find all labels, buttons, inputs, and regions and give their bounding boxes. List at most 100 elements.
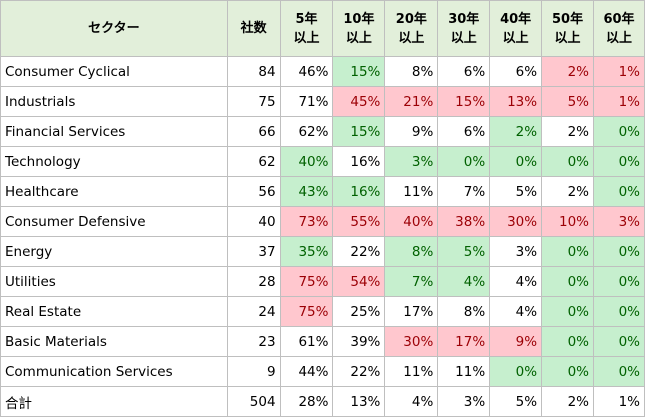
ratio-cell-40y: 0% [489, 146, 543, 177]
company-count-cell: 66 [226, 116, 281, 147]
header-row: セクター 社数 5年 以上 10年 以上 20年 以上 30年 以上 40年 以上 50年… [0, 0, 645, 57]
ratio-cell-5y: 75% [279, 266, 334, 297]
header-40y-line1: 40年 [500, 11, 532, 27]
header-20y-line1: 20年 [395, 11, 427, 27]
ratio-cell-30y: 11% [437, 356, 491, 387]
table-row: Energy 37 35% 22% 8% 5% 3% 0% 0% [0, 236, 645, 267]
ratio-cell-50y: 0% [541, 296, 594, 327]
ratio-cell-40y: 0% [489, 356, 543, 387]
ratio-cell-30y: 6% [437, 116, 491, 147]
ratio-cell-30y: 7% [437, 176, 491, 207]
ratio-cell-40y: 30% [489, 206, 543, 237]
ratio-cell-5y: 61% [279, 326, 334, 357]
sector-name-cell: Real Estate [0, 296, 228, 327]
header-60y-line2: 以上 [605, 30, 632, 46]
ratio-cell-50y: 2% [541, 386, 594, 417]
table-row: Healthcare 56 43% 16% 11% 7% 5% 2% 0% [0, 176, 645, 207]
company-count-cell: 24 [226, 296, 281, 327]
company-count-cell: 504 [226, 386, 281, 417]
header-10y-line1: 10年 [343, 11, 375, 27]
company-count-cell: 28 [226, 266, 281, 297]
ratio-cell-20y: 17% [384, 296, 439, 327]
ratio-cell-10y: 15% [332, 56, 386, 87]
header-60y: 60年以上 [593, 0, 645, 57]
ratio-cell-10y: 16% [332, 146, 386, 177]
header-5y: 5年 以上 [279, 0, 334, 57]
ratio-cell-60y: 1% [593, 386, 645, 417]
ratio-cell-50y: 10% [541, 206, 594, 237]
company-count-cell: 56 [226, 176, 281, 207]
ratio-cell-40y: 4% [489, 296, 543, 327]
header-30y-line2: 以上 [450, 30, 477, 46]
table-row: Technology 62 40% 16% 3% 0% 0% 0% 0% [0, 146, 645, 177]
company-count-cell: 40 [226, 206, 281, 237]
ratio-cell-50y: 0% [541, 236, 594, 267]
ratio-cell-60y: 3% [593, 206, 645, 237]
ratio-cell-50y: 2% [541, 56, 594, 87]
sector-name-cell: Consumer Cyclical [0, 56, 228, 87]
ratio-cell-20y: 7% [384, 266, 439, 297]
ratio-cell-5y: 43% [279, 176, 334, 207]
ratio-cell-5y: 35% [279, 236, 334, 267]
ratio-cell-60y: 0% [593, 116, 645, 147]
table-row: Industrials 75 71% 45% 21% 15% 13% 5% 1% [0, 86, 645, 117]
ratio-cell-10y: 45% [332, 86, 386, 117]
ratio-cell-60y: 0% [593, 326, 645, 357]
ratio-cell-30y: 5% [437, 236, 491, 267]
sector-name-cell: Basic Materials [0, 326, 228, 357]
header-sector: セクター [0, 0, 228, 57]
ratio-cell-40y: 6% [489, 56, 543, 87]
ratio-cell-10y: 39% [332, 326, 386, 357]
ratio-cell-30y: 17% [437, 326, 491, 357]
ratio-cell-10y: 13% [332, 386, 386, 417]
ratio-cell-30y: 6% [437, 56, 491, 87]
sector-name-cell: Utilities [0, 266, 228, 297]
ratio-cell-50y: 0% [541, 146, 594, 177]
header-40y: 40年以上 [489, 0, 543, 57]
ratio-cell-10y: 25% [332, 296, 386, 327]
ratio-cell-60y: 1% [593, 86, 645, 117]
ratio-cell-40y: 3% [489, 236, 543, 267]
ratio-cell-5y: 44% [279, 356, 334, 387]
header-5y-line2: 以上 [293, 30, 320, 46]
table-row: Utilities 28 75% 54% 7% 4% 4% 0% 0% [0, 266, 645, 297]
ratio-cell-10y: 22% [332, 356, 386, 387]
company-count-cell: 75 [226, 86, 281, 117]
ratio-cell-60y: 1% [593, 56, 645, 87]
ratio-cell-5y: 40% [279, 146, 334, 177]
ratio-cell-60y: 0% [593, 146, 645, 177]
ratio-cell-30y: 38% [437, 206, 491, 237]
ratio-cell-20y: 8% [384, 236, 439, 267]
ratio-cell-60y: 0% [593, 356, 645, 387]
sector-name-cell: Healthcare [0, 176, 228, 207]
total-row: 合計 504 28% 13% 4% 3% 5% 2% 1% [0, 386, 645, 417]
ratio-cell-5y: 71% [279, 86, 334, 117]
ratio-cell-20y: 9% [384, 116, 439, 147]
header-40y-line2: 以上 [502, 30, 529, 46]
ratio-cell-50y: 2% [541, 116, 594, 147]
ratio-cell-30y: 3% [437, 386, 491, 417]
sector-name-cell: Communication Services [0, 356, 228, 387]
ratio-cell-60y: 0% [593, 176, 645, 207]
sector-name-cell: Energy [0, 236, 228, 267]
table-row: Basic Materials 23 61% 39% 30% 17% 9% 0% 0% [0, 326, 645, 357]
ratio-cell-40y: 13% [489, 86, 543, 117]
ratio-cell-20y: 3% [384, 146, 439, 177]
table-row: Consumer Cyclical 84 46% 15% 8% 6% 6% 2% 1% [0, 56, 645, 87]
ratio-cell-20y: 11% [384, 356, 439, 387]
sector-name-cell: Industrials [0, 86, 228, 117]
ratio-cell-40y: 5% [489, 176, 543, 207]
table-row: Financial Services 66 62% 15% 9% 6% 2% 2% 0% [0, 116, 645, 147]
ratio-cell-50y: 0% [541, 266, 594, 297]
ratio-cell-20y: 8% [384, 56, 439, 87]
table-row: Real Estate 24 75% 25% 17% 8% 4% 0% 0% [0, 296, 645, 327]
ratio-cell-60y: 0% [593, 266, 645, 297]
ratio-cell-30y: 4% [437, 266, 491, 297]
ratio-cell-10y: 22% [332, 236, 386, 267]
header-10y: 10年 以上 [332, 0, 386, 57]
header-20y-line2: 以上 [398, 30, 425, 46]
header-50y-line2: 以上 [554, 30, 581, 46]
table-body: Consumer Cyclical 84 46% 15% 8% 6% 6% 2% 1% Indus… [0, 56, 645, 417]
table-row: Communication Services 9 44% 22% 11% 11% 0% 0% 0… [0, 356, 645, 387]
header-60y-line1: 60年 [603, 11, 635, 27]
